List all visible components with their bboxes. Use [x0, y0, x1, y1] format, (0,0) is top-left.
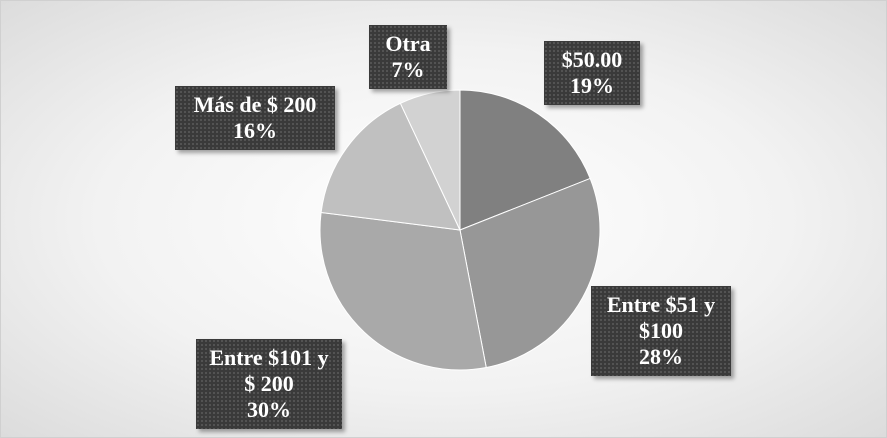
category-label: Entre $51 y $100 — [606, 292, 716, 343]
data-label: Más de $ 200 16% — [175, 86, 335, 150]
category-label: Más de $ 200 — [193, 92, 317, 117]
value-label: 16% — [233, 118, 277, 143]
pie-slice — [319, 211, 487, 371]
pie-slice — [459, 89, 591, 231]
data-label: Entre $51 y $100 28% — [591, 286, 731, 376]
pie-slice — [459, 177, 601, 369]
value-label: 19% — [570, 73, 614, 98]
pie-slice — [399, 89, 461, 231]
category-label: Entre $101 y $ 200 — [209, 345, 329, 396]
category-label: Otra — [385, 31, 431, 56]
data-label: $50.00 19% — [544, 41, 640, 105]
category-label: $50.00 — [561, 47, 623, 72]
data-label: Entre $101 y $ 200 30% — [196, 339, 342, 429]
data-label: Otra 7% — [369, 25, 447, 89]
value-label: 30% — [247, 397, 291, 422]
value-label: 28% — [639, 344, 683, 369]
pie-slice — [320, 102, 461, 231]
value-label: 7% — [391, 57, 425, 82]
